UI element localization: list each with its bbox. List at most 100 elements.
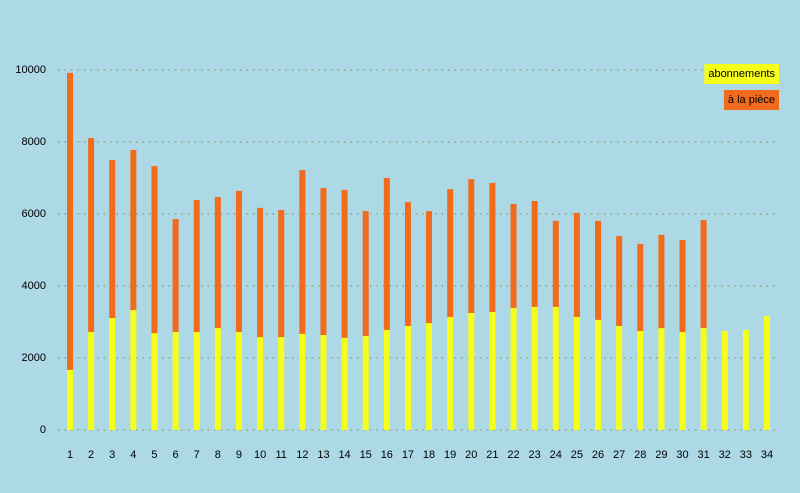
bar-segment [489, 311, 496, 430]
bar-segment [172, 219, 179, 333]
x-tick-label: 15 [360, 449, 372, 461]
bar-segment [468, 179, 475, 313]
x-tick-label: 5 [151, 449, 157, 461]
x-tick-label: 18 [423, 449, 435, 461]
bar-segment [320, 334, 327, 430]
x-tick-label: 7 [194, 449, 200, 461]
bar-segment [531, 201, 538, 307]
bar-segment [700, 220, 707, 329]
bar-segment [552, 306, 559, 430]
bar-segment [658, 328, 665, 430]
x-tick-label: 23 [529, 449, 541, 461]
bar-segment [320, 188, 327, 335]
x-tick-label: 9 [236, 449, 242, 461]
y-tick-label: 0 [40, 424, 46, 436]
bar-segment [426, 323, 433, 430]
bar-segment [573, 316, 580, 430]
bar-segment [637, 243, 644, 331]
legend-label: abonnements [708, 68, 775, 80]
bar-segment [341, 337, 348, 430]
x-tick-label: 13 [317, 449, 329, 461]
bar-segment [88, 332, 95, 430]
y-tick-label: 6000 [22, 208, 46, 220]
bar-segment [616, 325, 623, 430]
x-tick-label: 1 [67, 449, 73, 461]
bar-segment [573, 212, 580, 317]
bar-segment [468, 313, 475, 430]
x-tick-label: 19 [444, 449, 456, 461]
bar-segment [214, 328, 221, 430]
x-tick-label: 30 [676, 449, 688, 461]
bar-segment [278, 337, 285, 430]
x-tick-label: 29 [655, 449, 667, 461]
bar-segment [383, 329, 390, 430]
bar-segment [235, 332, 242, 430]
legend-label: à la pièce [728, 94, 775, 106]
x-tick-label: 6 [173, 449, 179, 461]
bar-segment [447, 316, 454, 430]
x-tick-label: 16 [381, 449, 393, 461]
bar-segment [531, 306, 538, 430]
bar-segment [426, 211, 433, 324]
bar-segment [88, 138, 95, 333]
x-tick-label: 3 [109, 449, 115, 461]
bar-segment [109, 160, 116, 319]
bar-segment [679, 239, 686, 333]
y-tick-label: 2000 [22, 352, 46, 364]
bar-segment [299, 333, 306, 430]
bar-segment [764, 315, 770, 430]
x-tick-label: 10 [254, 449, 266, 461]
x-tick-label: 12 [296, 449, 308, 461]
bar-segment [257, 207, 264, 338]
x-tick-label: 34 [761, 449, 773, 461]
bar-segment [721, 331, 728, 430]
bar-segment [700, 328, 707, 430]
bar-segment [193, 199, 200, 333]
bar-segment [299, 170, 306, 334]
x-tick-label: 31 [698, 449, 710, 461]
x-tick-label: 27 [613, 449, 625, 461]
bar-segment [130, 310, 137, 430]
bar-segment [235, 190, 242, 333]
bar-segment [679, 332, 686, 430]
x-tick-label: 22 [507, 449, 519, 461]
x-tick-label: 32 [719, 449, 731, 461]
bar-segment [341, 189, 348, 338]
x-tick-label: 25 [571, 449, 583, 461]
bar-segment [595, 220, 602, 320]
bar-segment [151, 166, 158, 334]
y-tick-label: 4000 [22, 280, 46, 292]
bar-segment [278, 210, 285, 338]
bar-segment [193, 332, 200, 430]
bar-segment [67, 369, 73, 430]
x-tick-label: 26 [592, 449, 604, 461]
x-tick-label: 17 [402, 449, 414, 461]
bar-segment [742, 329, 749, 430]
x-tick-label: 24 [550, 449, 562, 461]
bar-segment [489, 183, 496, 312]
bar-segment [510, 203, 517, 308]
bar-segment [172, 332, 179, 430]
legend-swatch [704, 64, 779, 84]
x-tick-label: 28 [634, 449, 646, 461]
x-tick-label: 11 [276, 449, 287, 461]
bar-segment [257, 337, 264, 430]
bar-segment [552, 220, 559, 307]
bar-segment [658, 234, 665, 329]
x-tick-label: 4 [130, 449, 136, 461]
bar-segment [510, 307, 517, 430]
x-tick-label: 2 [88, 449, 94, 461]
bar-segment [447, 189, 454, 317]
bar-segment [130, 149, 137, 311]
bar-segment [383, 178, 390, 330]
y-tick-label: 10000 [15, 64, 46, 76]
bar-segment [109, 318, 116, 430]
legend-swatch [723, 90, 779, 110]
bar-segment [404, 202, 411, 326]
x-tick-label: 8 [215, 449, 221, 461]
bar-segment [637, 331, 644, 430]
bar-segment [595, 319, 602, 430]
bar-segment [616, 235, 623, 326]
